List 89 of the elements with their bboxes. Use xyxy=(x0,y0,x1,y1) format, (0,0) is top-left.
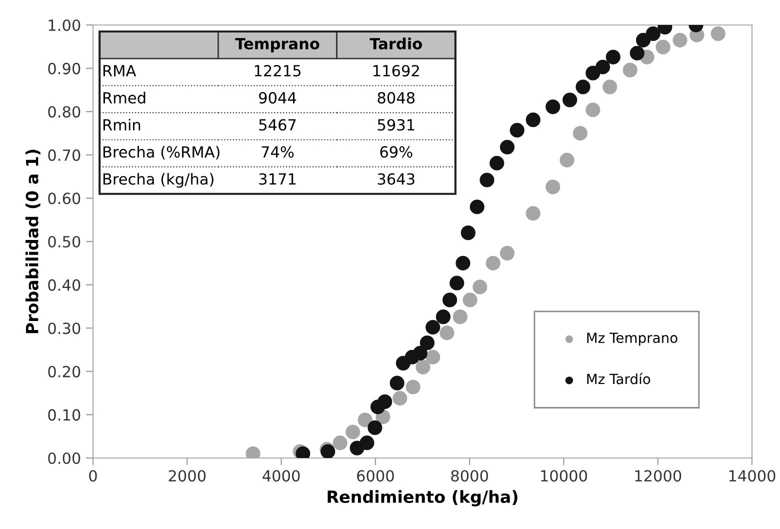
point xyxy=(500,246,515,260)
point xyxy=(420,336,434,350)
annotation: Rmed xyxy=(103,92,146,104)
point xyxy=(562,92,578,108)
x-tick-label: 10000 xyxy=(541,470,587,482)
point xyxy=(595,60,610,74)
point xyxy=(510,122,524,138)
annotation: 3171 xyxy=(259,173,296,185)
annotation: 5467 xyxy=(259,119,296,131)
point xyxy=(602,80,618,94)
annotation: 74% xyxy=(262,146,294,158)
annotation: Brecha (%RMA) xyxy=(103,146,220,160)
point xyxy=(630,46,644,60)
point xyxy=(586,102,600,118)
point xyxy=(606,50,620,64)
annotation: 8048 xyxy=(378,92,415,104)
point xyxy=(546,100,560,114)
x-tick-label: 6000 xyxy=(357,470,394,482)
point xyxy=(576,80,590,94)
point xyxy=(360,436,374,450)
point xyxy=(442,292,458,308)
annotation: 12215 xyxy=(254,64,300,77)
y-tick-label: 0.10 xyxy=(48,409,80,421)
point xyxy=(622,62,638,78)
point xyxy=(358,412,372,428)
annotation: 11692 xyxy=(374,64,419,77)
y-tick-label: 0.70 xyxy=(48,149,80,161)
point xyxy=(378,394,392,410)
legend-label: Mz Tardío xyxy=(587,372,650,384)
point xyxy=(426,320,440,335)
point xyxy=(436,310,451,324)
annotation: 3643 xyxy=(378,173,414,185)
y-tick-label: 0.20 xyxy=(48,366,80,378)
annotation: Brecha (kg/ha) xyxy=(103,172,214,188)
point xyxy=(452,310,468,324)
point xyxy=(500,140,515,154)
point xyxy=(480,172,494,188)
point xyxy=(426,350,440,364)
point xyxy=(416,360,430,374)
point xyxy=(472,280,488,294)
point xyxy=(470,200,484,214)
point xyxy=(368,420,382,435)
y-tick-label: 0.80 xyxy=(48,106,80,118)
point xyxy=(656,40,670,54)
point xyxy=(450,276,464,290)
point xyxy=(346,424,360,440)
y-tick-label: 0.00 xyxy=(48,452,80,464)
point xyxy=(546,180,560,194)
annotation: RMA xyxy=(103,65,136,76)
annotation: 5931 xyxy=(378,119,414,131)
point xyxy=(390,376,404,390)
point xyxy=(490,156,504,170)
point xyxy=(560,152,574,168)
y-tick-label: 0.50 xyxy=(48,236,80,248)
annotation: 69% xyxy=(380,146,412,158)
point xyxy=(440,326,454,340)
annotation: Temprano xyxy=(235,38,320,52)
y-tick-label: 1.00 xyxy=(48,19,80,32)
point xyxy=(486,256,500,270)
point xyxy=(636,32,651,48)
y-tick-label: 0.30 xyxy=(48,322,80,334)
point xyxy=(392,390,408,406)
point xyxy=(526,112,540,128)
x-tick-label: 14000 xyxy=(729,470,776,482)
y-tick-label: 0.60 xyxy=(48,192,80,204)
point xyxy=(332,436,348,450)
x-tick-label: 4000 xyxy=(262,470,300,482)
annotation: 9044 xyxy=(259,92,296,104)
y-tick-label: 0.90 xyxy=(48,62,80,74)
point xyxy=(406,380,420,394)
point xyxy=(462,292,478,308)
y-axis-title: Probabilidad (0 a 1) xyxy=(25,150,40,334)
point xyxy=(710,26,726,41)
x-tick-label: 2000 xyxy=(168,470,206,482)
x-axis-title: Rendimiento (kg/ha) xyxy=(328,490,518,506)
y-tick-label: 0.40 xyxy=(48,279,80,291)
point xyxy=(646,26,660,41)
annotation: Rmin xyxy=(103,118,140,130)
point xyxy=(412,346,428,361)
x-tick-label: 12000 xyxy=(635,470,682,482)
point xyxy=(572,126,588,141)
point xyxy=(672,32,688,48)
point xyxy=(460,226,476,240)
annotation: Tardio xyxy=(370,38,422,50)
x-tick-label: 0 xyxy=(89,470,97,482)
point xyxy=(456,256,470,270)
point xyxy=(526,206,540,221)
x-tick-label: 8000 xyxy=(451,470,488,482)
legend-label: Mz Temprano xyxy=(587,332,678,346)
